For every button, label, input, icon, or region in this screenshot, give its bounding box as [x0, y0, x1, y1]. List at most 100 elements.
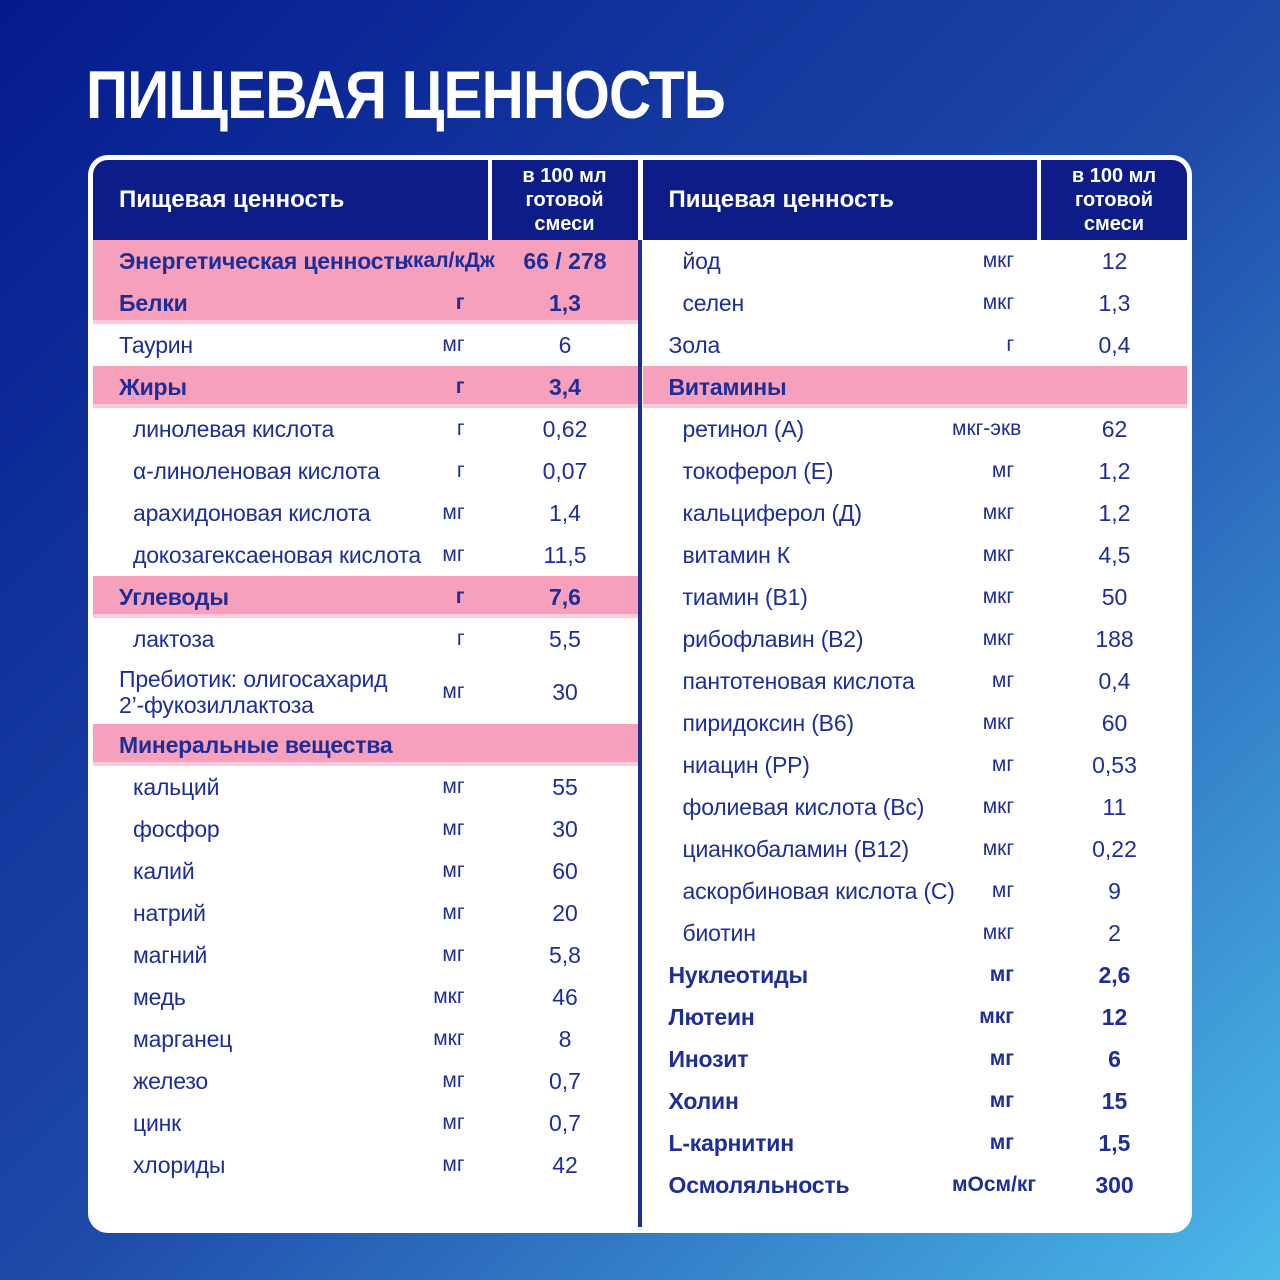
row-unit: мг	[442, 501, 465, 524]
nutrition-table-left: Пищевая ценность в 100 мл готовой смеси …	[93, 160, 638, 1228]
row-unit: мг	[442, 333, 465, 356]
row-unit: мг	[442, 1069, 465, 1092]
row-unit: мг	[442, 901, 465, 924]
row-label: Лютеин	[668, 1003, 755, 1030]
row-value: 0,7	[549, 1109, 581, 1136]
table-row: аскорбиновая кислота (С) мг 9	[643, 870, 1188, 912]
row-label: кальциферол (Д)	[682, 499, 862, 526]
row-value: 66 / 278	[523, 247, 607, 274]
row-label: L-карнитин	[668, 1129, 795, 1156]
header-value-label: в 100 мл готовой смеси	[487, 160, 638, 240]
table-row: Таурин мг 6	[93, 324, 638, 366]
row-unit: г	[456, 459, 465, 482]
row-label: Нуклеотиды	[668, 961, 809, 988]
row-value: 12	[1101, 247, 1128, 274]
row-value: 0,07	[542, 457, 588, 484]
row-label: пиридоксин (В6)	[682, 709, 855, 736]
row-value: 188	[1095, 625, 1134, 652]
row-label: ниацин (РР)	[682, 751, 810, 778]
table-row: Углеводы г 7,6	[93, 576, 638, 618]
row-value: 42	[552, 1151, 578, 1178]
row-value: 4,5	[1098, 541, 1131, 568]
row-unit: мг	[442, 543, 465, 566]
row-unit: мкг	[979, 1005, 1014, 1028]
row-value: 55	[552, 773, 578, 800]
table-row: лактоза г 5,5	[93, 618, 638, 660]
row-label: йод	[682, 247, 721, 274]
row-value: 60	[1101, 709, 1128, 736]
table-row: ретинол (А) мкг-экв 62	[643, 408, 1188, 450]
table-row: пантотеновая кислота мг 0,4	[643, 660, 1188, 702]
table-row: фолиевая кислота (Вс) мкг 11	[643, 786, 1188, 828]
row-unit: мг	[442, 943, 465, 966]
row-unit: мкг	[982, 837, 1014, 860]
row-label: α-линоленовая кислота	[133, 457, 380, 484]
row-value: 0,7	[549, 1067, 581, 1094]
row-label: биотин	[682, 919, 756, 946]
table-row: натрий мг 20	[93, 892, 638, 934]
row-label: цинк	[133, 1109, 181, 1136]
table-row: арахидоновая кислота мг 1,4	[93, 492, 638, 534]
table-row: Зола г 0,4	[643, 324, 1188, 366]
table-row: линолевая кислота г 0,62	[93, 408, 638, 450]
table-row: Нуклеотиды мг 2,6	[643, 954, 1188, 996]
row-unit: мкг	[982, 921, 1014, 944]
table-row: Лютеин мкг 12	[643, 996, 1188, 1038]
row-value: 0,62	[542, 415, 588, 442]
page-title: ПИЩЕВАЯ ЦЕННОСТЬ	[86, 57, 726, 133]
row-unit: мкг	[433, 1027, 465, 1050]
row-unit: мкг	[982, 585, 1014, 608]
row-unit: мкг	[982, 711, 1014, 734]
table-row: Пребиотик: олигосахарид 2’-фукозиллактоз…	[93, 660, 638, 724]
row-value: 0,22	[1092, 835, 1137, 862]
row-label: магний	[133, 941, 208, 968]
table-row: хлориды мг 42	[93, 1144, 638, 1186]
row-value: 30	[552, 678, 578, 705]
row-unit: мкг	[982, 291, 1014, 314]
row-label: марганец	[133, 1025, 233, 1052]
table-row: L-карнитин мг 1,5	[643, 1122, 1188, 1164]
row-label: Таурин	[119, 331, 193, 358]
row-value: 1,3	[1098, 289, 1131, 316]
row-label: Жиры	[119, 373, 187, 400]
row-unit: мкг-экв	[952, 417, 1022, 440]
row-unit: мОсм/кг	[952, 1173, 1037, 1196]
table-row: Инозит мг 6	[643, 1038, 1188, 1080]
row-value: 30	[552, 815, 578, 842]
table-row: цианкобаламин (В12) мкг 0,22	[643, 828, 1188, 870]
header-value-label: в 100 мл готовой смеси	[1037, 160, 1187, 240]
row-label: токоферол (Е)	[682, 457, 834, 484]
table-row: токоферол (Е) мг 1,2	[643, 450, 1188, 492]
nutrition-card: Пищевая ценность в 100 мл готовой смеси …	[88, 155, 1192, 1233]
table-row: йод мкг 12	[643, 240, 1188, 282]
row-label: Белки	[119, 289, 188, 316]
row-value: 1,4	[549, 499, 581, 526]
row-label: витамин К	[682, 541, 791, 568]
row-value: 62	[1101, 415, 1128, 442]
row-unit: мг	[991, 879, 1014, 902]
table-row: рибофлавин (В2) мкг 188	[643, 618, 1188, 660]
row-unit: г	[455, 375, 465, 398]
row-unit: мг	[442, 1153, 465, 1176]
table-row: марганец мкг 8	[93, 1018, 638, 1060]
row-value: 5,8	[549, 941, 581, 968]
row-label: селен	[682, 289, 745, 316]
table-row: докозагексаеновая кислота мг 11,5	[93, 534, 638, 576]
table-row: витамин К мкг 4,5	[643, 534, 1188, 576]
table-body-right: йод мкг 12 селен мкг 1,3 Зола г 0,4 Вита…	[642, 240, 1188, 1228]
row-value: 3,4	[549, 373, 581, 400]
row-label: линолевая кислота	[133, 415, 335, 442]
table-row: пиридоксин (В6) мкг 60	[643, 702, 1188, 744]
row-unit: ккал/кДж	[402, 249, 495, 272]
table-row: Осмоляльность мОсм/кг 300	[643, 1164, 1188, 1206]
row-label: фосфор	[133, 815, 220, 842]
table-row: кальций мг 55	[93, 766, 638, 808]
row-label: железо	[133, 1067, 208, 1094]
row-label: Осмоляльность	[668, 1171, 850, 1198]
row-value: 0,53	[1092, 751, 1137, 778]
row-label: докозагексаеновая кислота	[133, 541, 422, 568]
row-value: 6	[1108, 1045, 1121, 1072]
row-unit: мкг	[982, 795, 1014, 818]
table-row: фосфор мг 30	[93, 808, 638, 850]
